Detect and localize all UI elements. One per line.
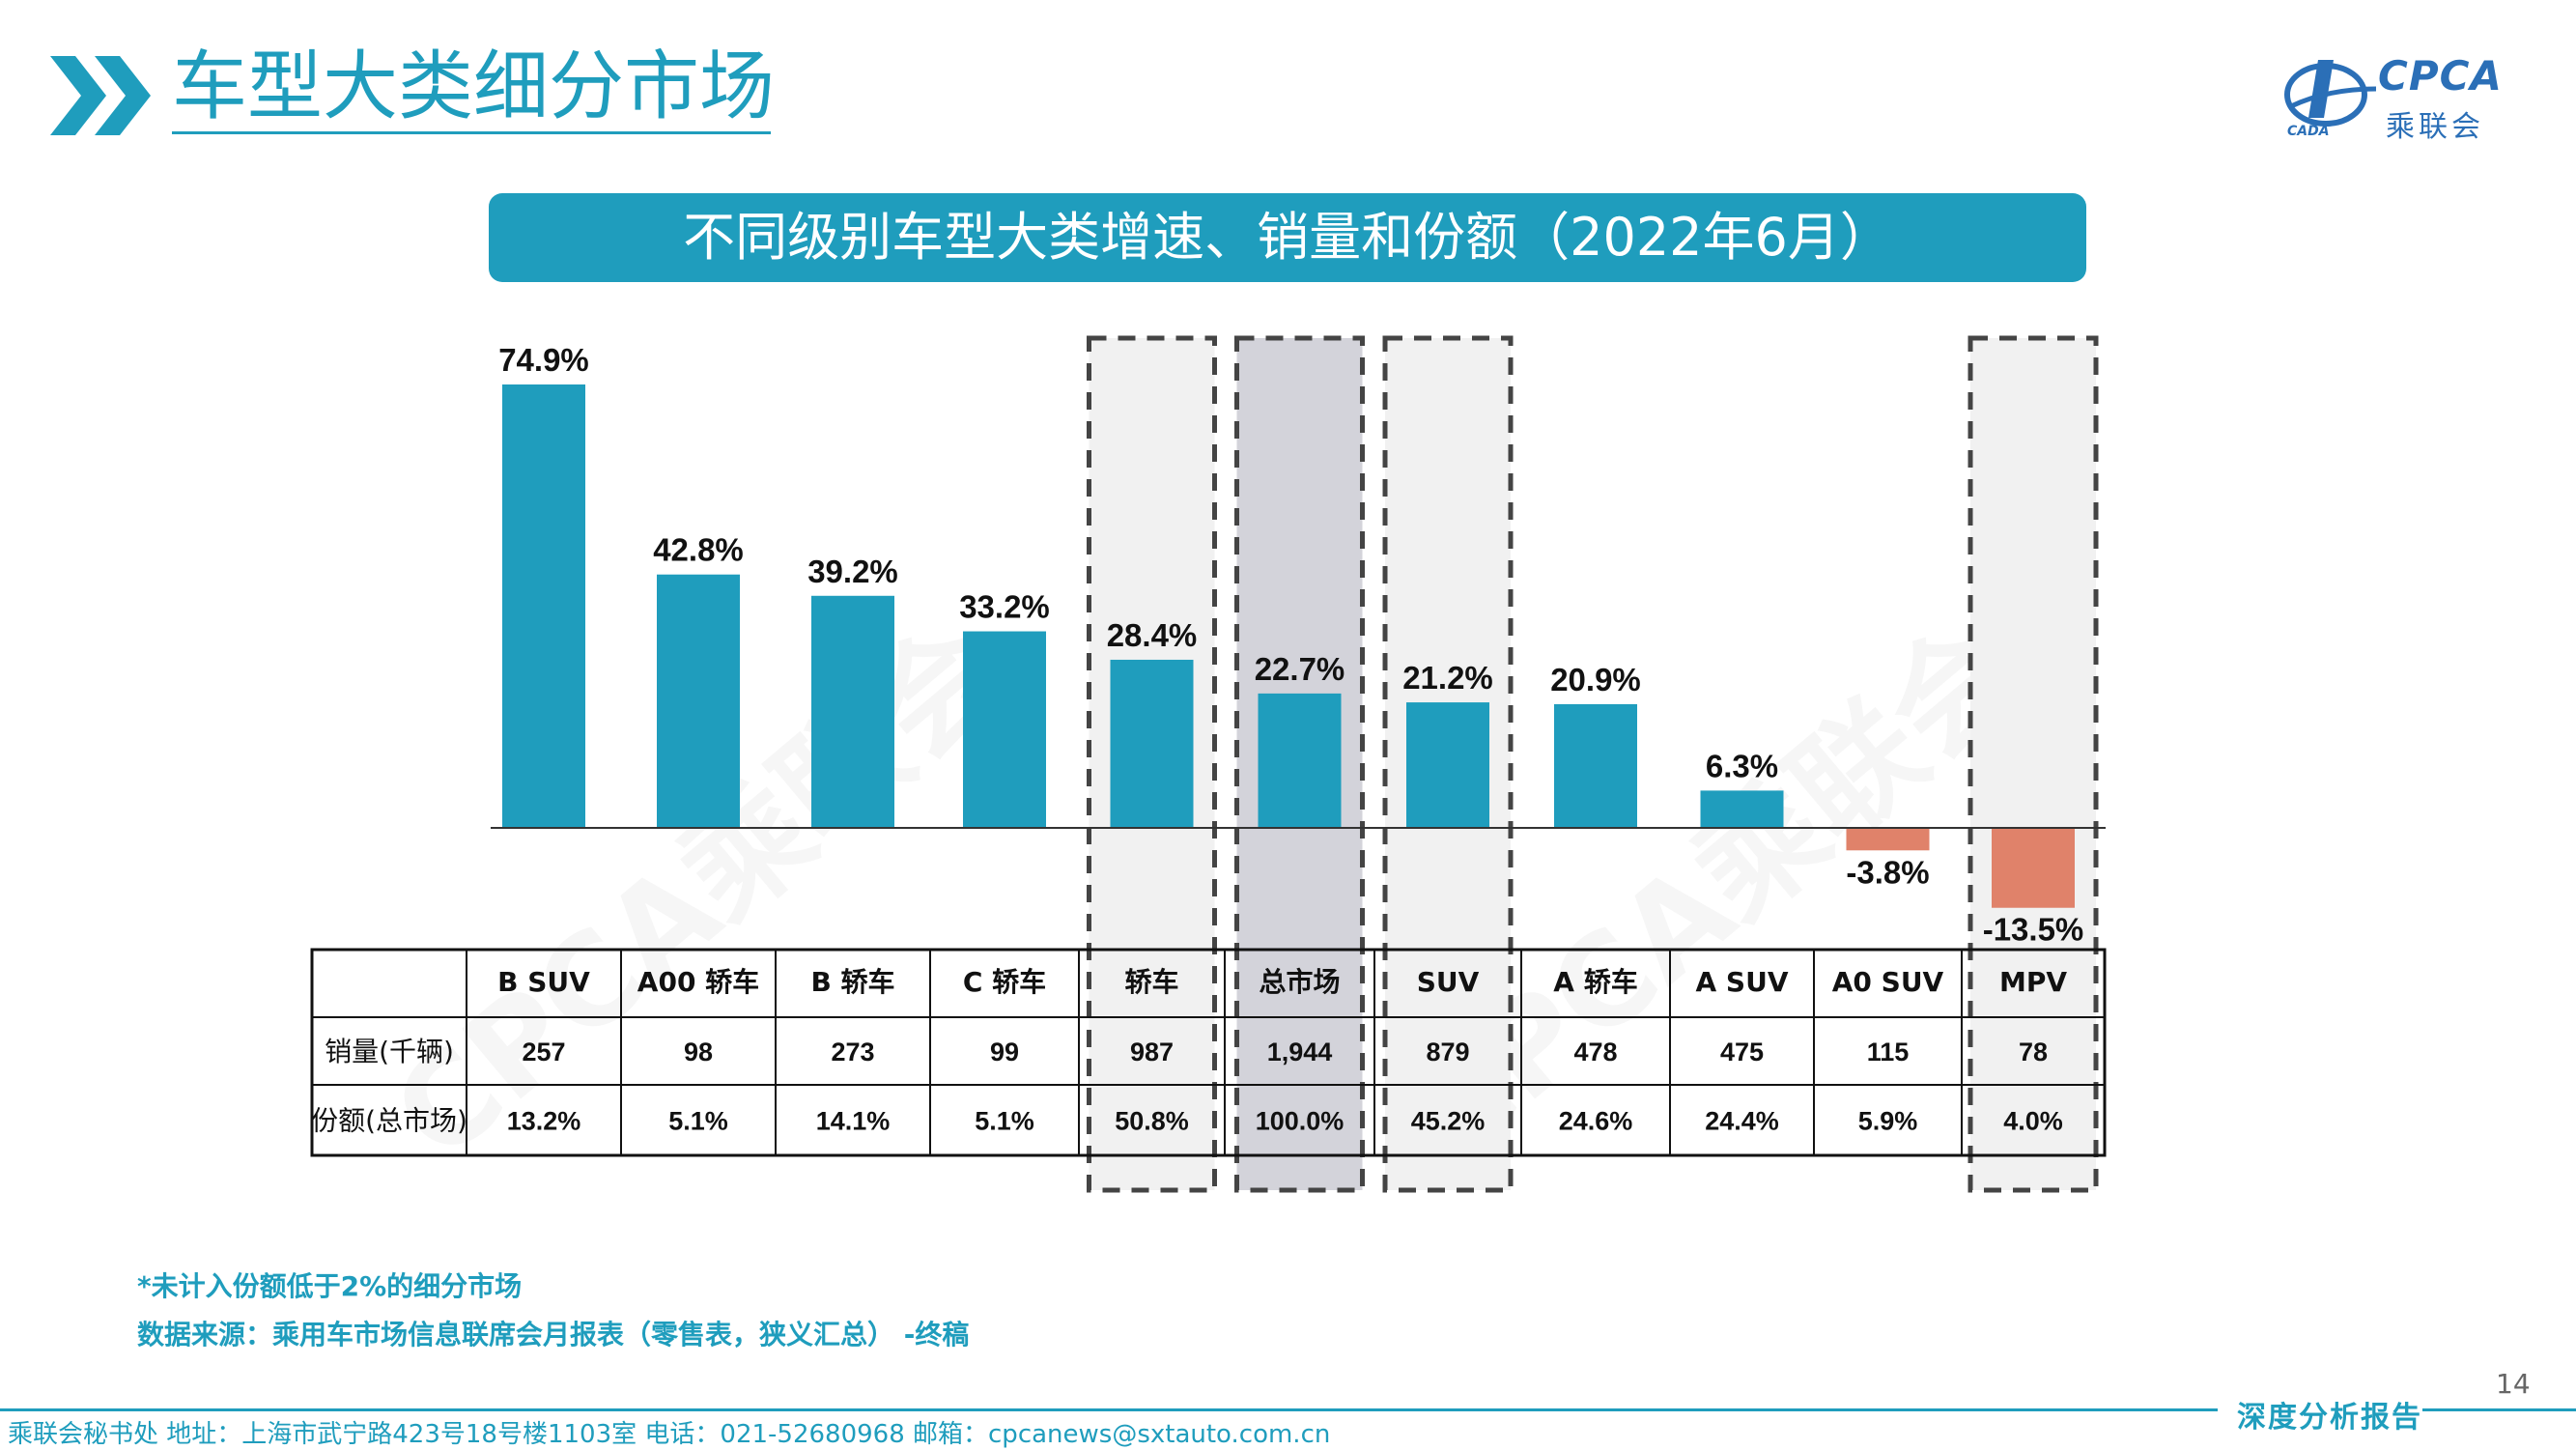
category-label: B SUV <box>497 966 590 998</box>
sales-cell: 257 <box>522 1038 565 1066</box>
share-cell: 5.1% <box>668 1107 728 1136</box>
category-label: 总市场 <box>1259 966 1340 998</box>
footnote-note: *未计入份额低于2%的细分市场 <box>137 1270 523 1302</box>
share-cell: 13.2% <box>507 1107 581 1136</box>
sales-cell: 78 <box>2019 1038 2048 1066</box>
category-label: A0 SUV <box>1832 966 1944 998</box>
bar <box>1700 790 1784 828</box>
value-label: 39.2% <box>807 554 898 589</box>
logo-cn: 乘联会 <box>2386 110 2484 144</box>
highlight-panel <box>1967 335 2099 1193</box>
table-row-label: 销量(千辆) <box>325 1036 454 1067</box>
value-label: 33.2% <box>959 589 1050 625</box>
category-label: A SUV <box>1696 966 1789 998</box>
footer-report-label: 深度分析报告 <box>2237 1401 2422 1435</box>
sales-cell: 115 <box>1867 1038 1910 1066</box>
share-cell: 24.4% <box>1705 1107 1779 1136</box>
value-label: -3.8% <box>1846 854 1929 890</box>
chevrons-icon <box>50 56 151 135</box>
bar <box>502 384 585 828</box>
value-label: 28.4% <box>1107 617 1198 653</box>
table-row-label: 份额(总市场) <box>311 1105 467 1137</box>
share-cell: 45.2% <box>1411 1107 1486 1136</box>
logo-small: CADA <box>2287 124 2330 139</box>
sales-cell: 478 <box>1573 1038 1617 1066</box>
bar <box>1406 702 1489 828</box>
share-cell: 14.1% <box>816 1107 891 1136</box>
bar <box>963 631 1046 828</box>
value-label: 42.8% <box>653 532 744 568</box>
value-label: -13.5% <box>1983 912 2084 948</box>
logo-brand: CPCA <box>2378 52 2503 100</box>
title-underline <box>172 131 771 134</box>
category-label: A00 轿车 <box>637 966 759 998</box>
category-label: SUV <box>1417 966 1480 998</box>
bar <box>1846 828 1930 851</box>
sales-cell: 475 <box>1720 1038 1764 1066</box>
data-table-border <box>310 948 2107 1157</box>
bar <box>1258 693 1342 828</box>
logo-emblem-icon <box>2284 60 2377 127</box>
sales-cell: 987 <box>1130 1038 1174 1066</box>
footnote-source: 数据来源：乘用车市场信息联席会月报表（零售表，狭义汇总） -终稿 <box>137 1319 970 1350</box>
sales-cell: 879 <box>1426 1038 1469 1066</box>
value-label: 74.9% <box>498 342 589 378</box>
page-number: 14 <box>2496 1368 2531 1400</box>
footer-divider <box>0 1408 2218 1411</box>
category-label: MPV <box>1999 966 2067 998</box>
category-label: 轿车 <box>1124 966 1178 998</box>
sales-cell: 98 <box>684 1038 713 1066</box>
category-label: B 轿车 <box>810 966 894 998</box>
value-label: 21.2% <box>1402 660 1493 696</box>
bar <box>1992 828 2075 908</box>
category-label: A 轿车 <box>1553 966 1637 998</box>
sales-cell: 273 <box>831 1038 874 1066</box>
page-title: 车型大类细分市场 <box>172 43 776 130</box>
sales-cell: 1,944 <box>1267 1038 1333 1066</box>
share-cell: 5.9% <box>1858 1107 1918 1136</box>
value-label: 6.3% <box>1706 748 1778 783</box>
share-cell: 100.0% <box>1256 1107 1345 1136</box>
category-label: C 轿车 <box>963 966 1046 998</box>
sales-cell: 99 <box>990 1038 1019 1066</box>
bar <box>1110 659 1194 828</box>
share-cell: 24.6% <box>1559 1107 1633 1136</box>
share-cell: 5.1% <box>975 1107 1034 1136</box>
footer-contact: 乘联会秘书处 地址：上海市武宁路423号18号楼1103室 电话：021-526… <box>8 1420 1331 1449</box>
bar <box>811 595 894 828</box>
footer-divider-right <box>2422 1408 2576 1411</box>
value-label: 20.9% <box>1550 662 1641 697</box>
chart-title-banner: 不同级别车型大类增速、销量和份额（2022年6月） <box>489 193 2086 282</box>
bar <box>1554 703 1637 828</box>
cpca-logo: CPCA 乘联会 CADA <box>2279 50 2550 147</box>
bar <box>657 574 740 828</box>
share-cell: 4.0% <box>2003 1107 2063 1136</box>
share-cell: 50.8% <box>1115 1107 1189 1136</box>
value-label: 22.7% <box>1255 651 1345 687</box>
